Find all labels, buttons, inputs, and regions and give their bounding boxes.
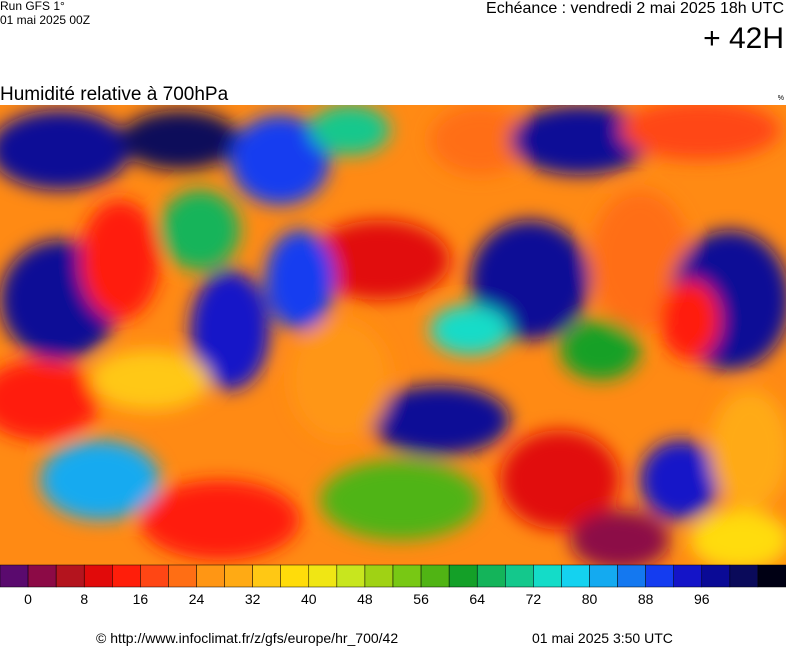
color-swatch bbox=[505, 564, 534, 588]
color-swatch bbox=[729, 564, 759, 588]
colorbar-tick-label: 40 bbox=[301, 591, 317, 607]
color-swatch bbox=[336, 564, 366, 588]
colorbar-tick-label: 72 bbox=[526, 591, 542, 607]
source: © http://www.infoclimat.fr/z/gfs/europe/… bbox=[96, 630, 398, 646]
color-swatch bbox=[448, 564, 478, 588]
color-swatch bbox=[0, 564, 29, 588]
colorbar-tick-label: 0 bbox=[24, 591, 32, 607]
colorbar-tick-label: 96 bbox=[694, 591, 710, 607]
color-swatch bbox=[224, 564, 253, 588]
color-swatch bbox=[392, 564, 422, 588]
color-swatch bbox=[673, 564, 703, 588]
valid-time: Echéance : vendredi 2 mai 2025 18h UTC bbox=[486, 0, 784, 17]
generated-time: 01 mai 2025 3:50 UTC bbox=[532, 630, 673, 646]
color-swatch bbox=[561, 564, 590, 588]
color-swatch bbox=[476, 564, 506, 588]
lead-time: + 42H bbox=[703, 22, 784, 55]
color-swatch bbox=[420, 564, 450, 588]
colorbar-tick-label: 48 bbox=[357, 591, 373, 607]
colorbar-tick-label: 32 bbox=[245, 591, 261, 607]
color-swatch bbox=[589, 564, 618, 588]
color-swatch bbox=[364, 564, 394, 588]
map-title: Humidité relative à 700hPa bbox=[0, 84, 229, 105]
color-swatch bbox=[617, 564, 646, 588]
humidity-field bbox=[0, 105, 786, 565]
colorbar: 0 8 16 24 32 40 48 56 64 72 80 88 96 bbox=[0, 564, 786, 607]
run-date: 01 mai 2025 00Z bbox=[0, 13, 90, 27]
color-swatch bbox=[252, 564, 281, 588]
color-swatch bbox=[645, 564, 674, 588]
color-swatch bbox=[27, 564, 57, 588]
run-label: Run GFS 1° bbox=[0, 0, 65, 13]
colorbar-tick-label: 56 bbox=[413, 591, 429, 607]
color-swatch bbox=[168, 564, 197, 588]
color-swatch bbox=[112, 564, 141, 588]
color-swatch bbox=[280, 564, 310, 588]
color-swatch bbox=[701, 564, 731, 588]
color-swatch bbox=[757, 564, 786, 588]
color-swatch bbox=[308, 564, 338, 588]
colorbar-tick-label: 80 bbox=[582, 591, 598, 607]
colorbar-tick-label: 24 bbox=[189, 591, 205, 607]
colorbar-tick-label: 64 bbox=[469, 591, 485, 607]
color-swatch bbox=[140, 564, 169, 588]
colorbar-tick-label: 8 bbox=[80, 591, 88, 607]
colorbar-tick-label: 16 bbox=[133, 591, 149, 607]
color-swatch bbox=[83, 564, 113, 588]
color-swatch bbox=[196, 564, 225, 588]
color-swatch bbox=[533, 564, 562, 588]
color-swatch bbox=[55, 564, 85, 588]
colorbar-tick-label: 88 bbox=[638, 591, 654, 607]
unit: % bbox=[778, 95, 784, 102]
